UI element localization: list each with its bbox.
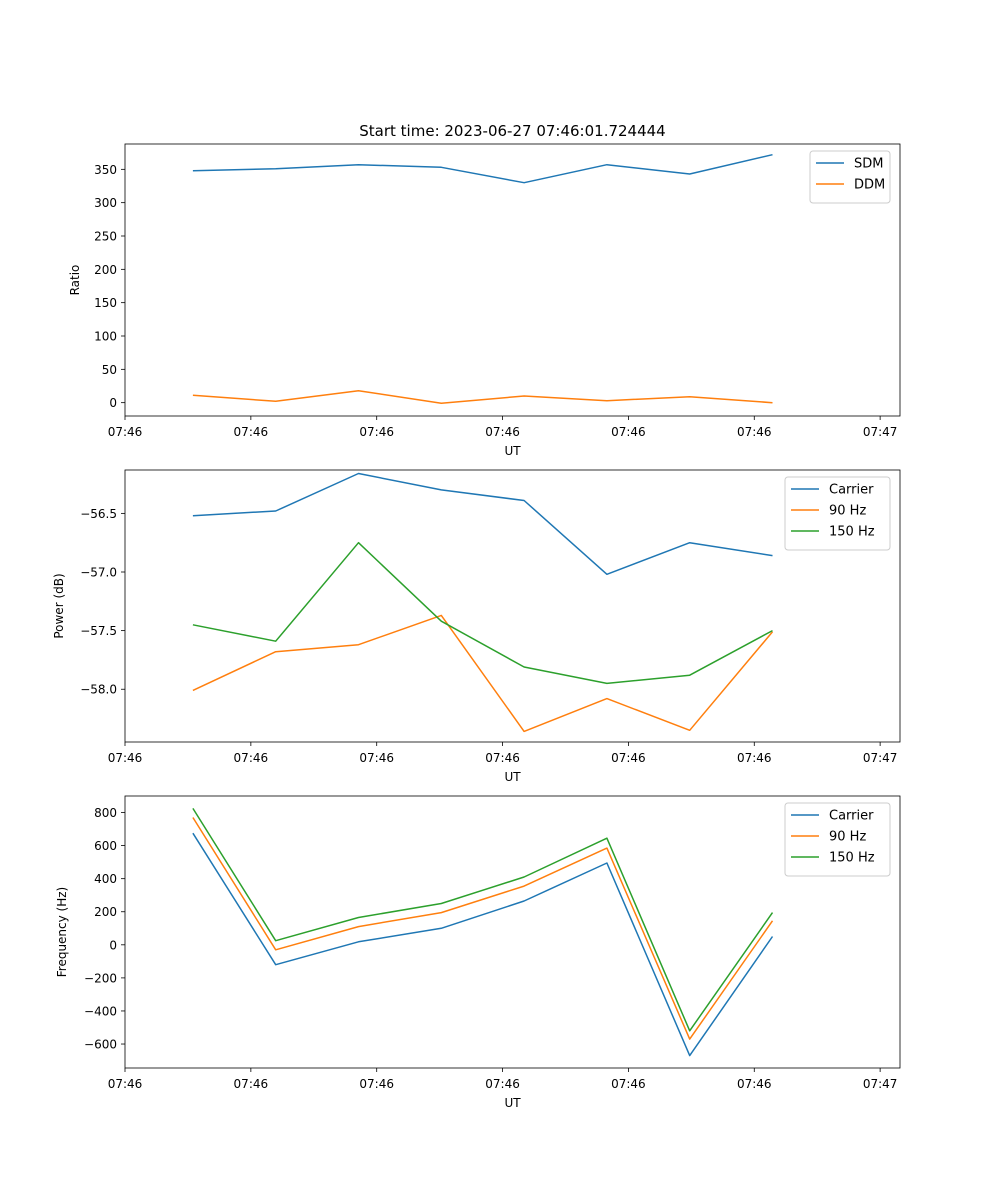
legend-label: 150 Hz [829,525,875,540]
legend-label: 150 Hz [829,851,875,866]
x-tick-label: 07:46 [108,1077,143,1091]
x-tick-label: 07:46 [359,425,394,439]
legend-label: SDM [854,157,883,172]
x-tick-label: 07:46 [108,425,143,439]
figure-title: Start time: 2023-06-27 07:46:01.724444 [359,122,665,140]
x-tick-label: 07:46 [485,1077,520,1091]
x-tick-label: 07:46 [611,751,646,765]
y-tick-label: 50 [102,363,117,377]
series-line-carrier [192,832,774,1057]
x-tick-label: 07:46 [611,425,646,439]
y-tick-label: −56.5 [80,507,117,521]
legend-label: 90 Hz [829,504,866,519]
ratio-panel: 07:46 07:46 07:46 07:46 07:46 07:46 07:47 UT 0 50… [68,143,901,458]
x-tick-label: 07:46 [737,1077,772,1091]
x-tick-label: 07:46 [359,751,394,765]
y-tick-label: 400 [94,872,117,886]
y-tick-label: 800 [94,806,117,820]
y-axis-label: Power (dB) [52,573,66,638]
x-tick-label: 07:46 [108,751,143,765]
x-tick-label: 07:46 [485,425,520,439]
x-tick-label: 07:46 [611,1077,646,1091]
x-axis-label: UT [504,770,521,784]
x-tick-label: 07:46 [234,751,269,765]
y-axis-label: Frequency (Hz) [55,887,69,978]
y-tick-label: 150 [94,296,117,310]
y-tick-label: 250 [94,230,117,244]
y-tick-label: −58.0 [80,683,117,697]
series-line-sdm [192,153,773,184]
y-tick-label: 350 [94,163,117,177]
y-tick-label: 600 [94,839,117,853]
x-tick-label: 07:46 [234,1077,269,1091]
y-tick-label: 100 [94,330,117,344]
axes-frame [124,795,901,1069]
axes-frame [124,143,901,417]
x-tick-label: 07:47 [863,751,898,765]
legend-label: Carrier [829,809,874,824]
x-tick-label: 07:47 [863,1077,898,1091]
x-tick-label: 07:46 [737,425,772,439]
legend-label: 90 Hz [829,830,866,845]
y-tick-label: 200 [94,263,117,277]
x-axis-label: UT [504,444,521,458]
y-tick-label: 0 [109,938,117,952]
x-tick-label: 07:46 [485,751,520,765]
frequency-panel: 07:46 07:46 07:46 07:46 07:46 07:46 07:47 UT 800… [55,795,901,1110]
series-line-150-hz [192,541,773,685]
x-axis-label: UT [504,1096,521,1110]
x-tick-label: 07:46 [359,1077,394,1091]
y-tick-label: −200 [84,971,117,985]
x-tick-label: 07:47 [863,425,898,439]
axes-frame [124,469,901,743]
series-line-ddm [192,389,773,405]
y-tick-label: −400 [84,1004,117,1018]
legend-label: Carrier [829,483,874,498]
legend-box [809,150,891,204]
y-axis-label: Ratio [68,265,82,296]
y-tick-label: −600 [84,1038,117,1052]
power-panel: 07:46 07:46 07:46 07:46 07:46 07:46 07:47 UT −56… [52,469,901,784]
series-line-150-hz [192,808,774,1032]
x-tick-label: 07:46 [737,751,772,765]
series-line-90-hz [192,817,774,1040]
series-line-carrier [192,472,773,576]
x-tick-label: 07:46 [234,425,269,439]
series-line-90-hz [192,614,774,733]
legend-label: DDM [854,178,885,193]
y-tick-label: 300 [94,196,117,210]
y-tick-label: −57.0 [80,566,117,580]
y-tick-label: 0 [109,396,117,410]
y-tick-label: −57.5 [80,624,117,638]
y-tick-label: 200 [94,905,117,919]
